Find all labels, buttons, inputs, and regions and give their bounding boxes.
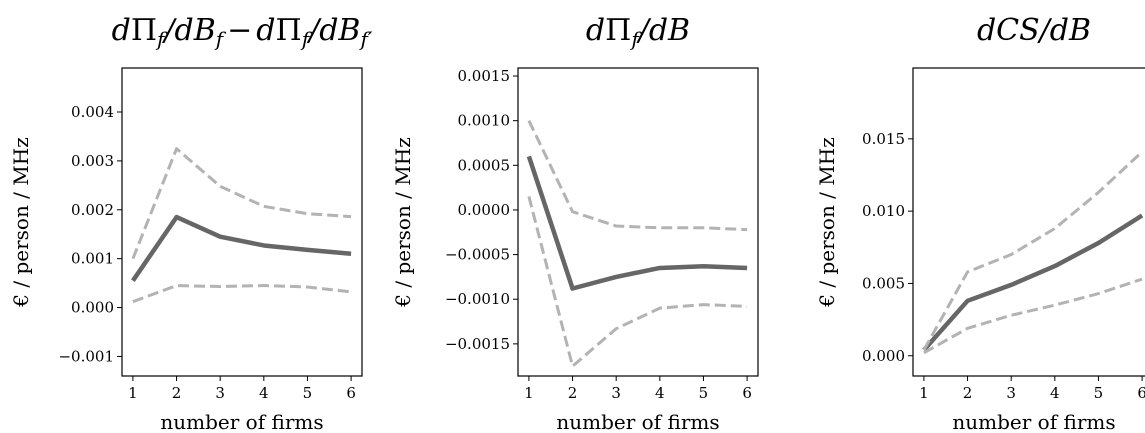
panel-2-x-tick-label: 5: [699, 384, 709, 402]
panel-3-x-tick-label: 5: [1094, 384, 1104, 402]
panel-1-x-tick-label: 3: [215, 384, 225, 402]
panel-1-y-tick-label: −0.001: [58, 347, 114, 365]
panel-2-series-3-line: [527, 196, 748, 368]
panel-2-x-tick-label: 3: [611, 384, 621, 402]
panel-3-series-3-line: [923, 277, 1143, 355]
panel-2-y-tick-label: 0.0000: [458, 201, 511, 219]
panel-2-x-tick-label: 1: [524, 384, 534, 402]
panel-2-x-tick-label: 6: [742, 384, 752, 402]
panel-1-x-axis-label: number of firms: [160, 410, 323, 433]
panel-3-x-tick-label: 1: [919, 384, 929, 402]
panel-2-plot: 1 2 3 4 5 6 −0.0015 −0.0010 −0.0005 0.0000 0.0005 0…: [445, 67, 759, 402]
panel-1-x-tick-label: 4: [259, 384, 269, 402]
panel-1-axes-frame: [121, 67, 363, 377]
panel-1-y-tick-label: 0.002: [71, 201, 114, 219]
panel-2-x-axis-label: number of firms: [556, 410, 719, 433]
panel-3-series-2-line: [922, 150, 1144, 351]
panel-2-series-2-line: [527, 120, 748, 232]
panel-3-y-tick-label: 0.000: [862, 347, 905, 365]
panel-3-y-tick-label: 0.010: [862, 202, 905, 220]
panel-3-x-tick-label: 2: [963, 384, 973, 402]
panel-1-x-tick-label: 5: [303, 384, 313, 402]
panel-1-series-3-line: [132, 284, 352, 304]
panel-2-axes-frame: [517, 67, 759, 377]
panel-1-y-tick-label: 0.001: [71, 250, 114, 268]
panel-1-title: dΠf/dBf − dΠf/dBf′: [112, 13, 373, 51]
panel-1: dΠf/dBf − dΠf/dBf′ 1 2 3 4 5 6 −0.001 0.000 0.001 0…: [9, 13, 373, 433]
panel-1-y-tick-label: 0.000: [71, 299, 114, 317]
panel-3-y-tick-label: 0.005: [862, 274, 905, 292]
panel-3-x-tick-label: 4: [1050, 384, 1060, 402]
panel-2-x-tick-label: 4: [655, 384, 665, 402]
panel-1-x-tick-label: 6: [346, 384, 356, 402]
panel-3-title: dCS/dB: [977, 13, 1091, 48]
panel-2-title: dΠf/dB: [586, 13, 690, 51]
panel-3: dCS/dB 1 2 3 4 5 6 0.000 0.005 0.010 0.015 number…: [815, 13, 1145, 433]
panel-3-x-tick-label: 3: [1006, 384, 1016, 402]
panel-1-y-tick-label: 0.004: [71, 103, 114, 121]
panel-1-series-1-line: [131, 214, 352, 282]
panel-3-axes-frame: [912, 67, 1145, 377]
panel-2-series-1-line: [526, 155, 748, 291]
panel-3-plot: 1 2 3 4 5 6 0.000 0.005 0.010 0.015: [862, 67, 1145, 402]
panel-1-y-tick-label: 0.003: [71, 152, 114, 170]
panel-2-y-tick-label: 0.0010: [458, 112, 511, 130]
panel-2-x-tick-label: 2: [568, 384, 578, 402]
panel-2: dΠf/dB 1 2 3 4 5 6 −0.0015 −0.0010 −0.0005 0.0000…: [391, 13, 759, 433]
panel-3-series-1-line: [922, 213, 1144, 352]
panel-1-x-tick-label: 2: [172, 384, 182, 402]
panel-2-y-tick-label: −0.0010: [445, 290, 510, 308]
panel-2-y-axis-label: € / person / MHz: [391, 137, 415, 307]
panel-1-plot: 1 2 3 4 5 6 −0.001 0.000 0.001 0.002 0.003 0.004: [58, 67, 363, 402]
panel-1-y-axis-label: € / person / MHz: [9, 137, 33, 307]
panel-3-x-axis-label: number of firms: [952, 410, 1115, 433]
panel-3-x-tick-label: 6: [1137, 384, 1145, 402]
panel-3-y-axis-label: € / person / MHz: [815, 137, 839, 307]
panel-2-y-tick-label: 0.0015: [458, 67, 511, 85]
panel-1-x-tick-label: 1: [128, 384, 138, 402]
panel-2-y-tick-label: 0.0005: [458, 156, 511, 174]
panel-1-series-2-line: [131, 147, 352, 260]
panel-2-y-tick-label: −0.0005: [445, 246, 510, 264]
panel-3-y-tick-label: 0.015: [862, 130, 905, 148]
panel-2-y-tick-label: −0.0015: [445, 335, 510, 353]
